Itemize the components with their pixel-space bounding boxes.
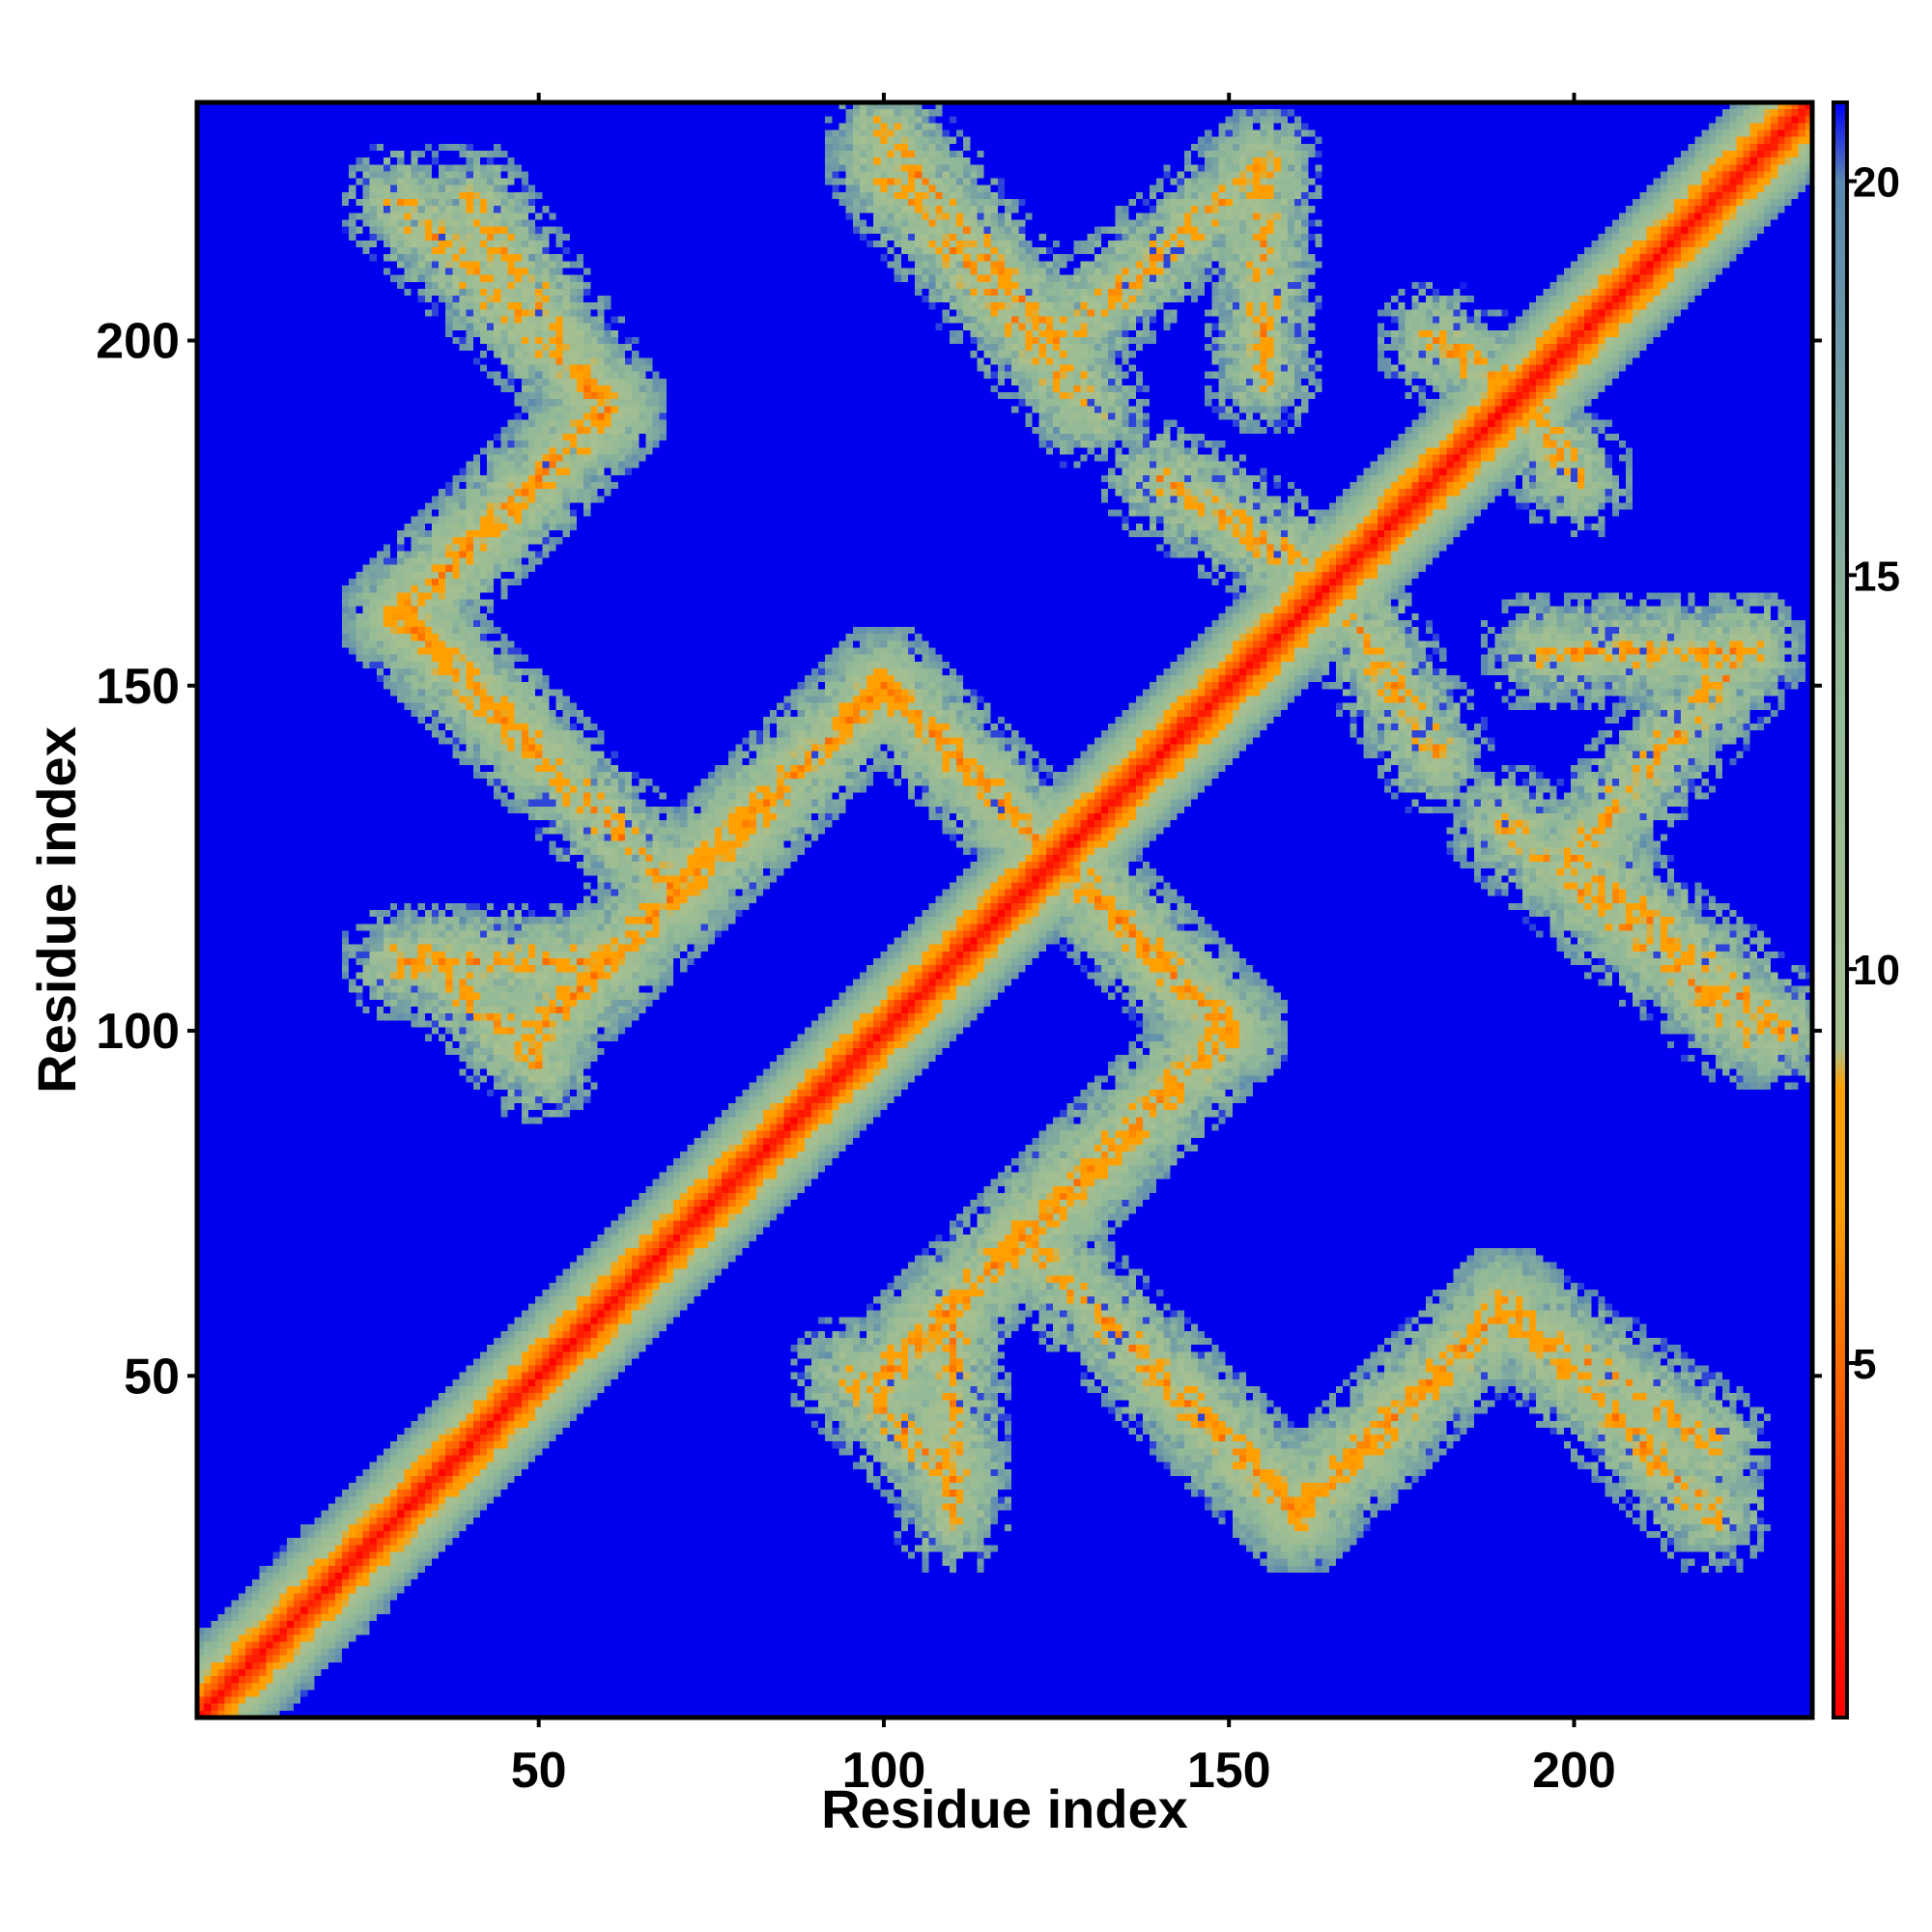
colorbar-tick-label: 15 <box>1853 553 1900 600</box>
y-tick-label: 50 <box>124 1349 180 1405</box>
y-tick-label: 100 <box>96 1004 180 1060</box>
plot-frame <box>194 99 1815 1720</box>
x-tick-label: 150 <box>1187 1743 1271 1799</box>
y-axis-title: Residue index <box>26 726 87 1094</box>
colorbar-tick-label: 5 <box>1853 1341 1876 1388</box>
colorbar-gradient <box>1832 100 1849 1719</box>
colorbar: 5 10 15 20 <box>1832 100 1900 1719</box>
heatmap-cells <box>197 102 1812 1718</box>
colorbar-tick-label: 20 <box>1853 159 1900 207</box>
y-tick-label: 200 <box>96 314 180 370</box>
axis-ticks: 50 100 150 200 50 100 150 200 <box>96 93 1822 1799</box>
colorbar-tick-label: 10 <box>1853 947 1900 994</box>
heatmap <box>197 102 1812 1718</box>
x-tick-label: 100 <box>842 1743 926 1799</box>
x-axis-title: Residue index <box>821 1778 1188 1839</box>
x-tick-label: 50 <box>511 1743 567 1799</box>
x-tick-label: 200 <box>1532 1743 1616 1799</box>
y-tick-label: 150 <box>96 659 180 715</box>
